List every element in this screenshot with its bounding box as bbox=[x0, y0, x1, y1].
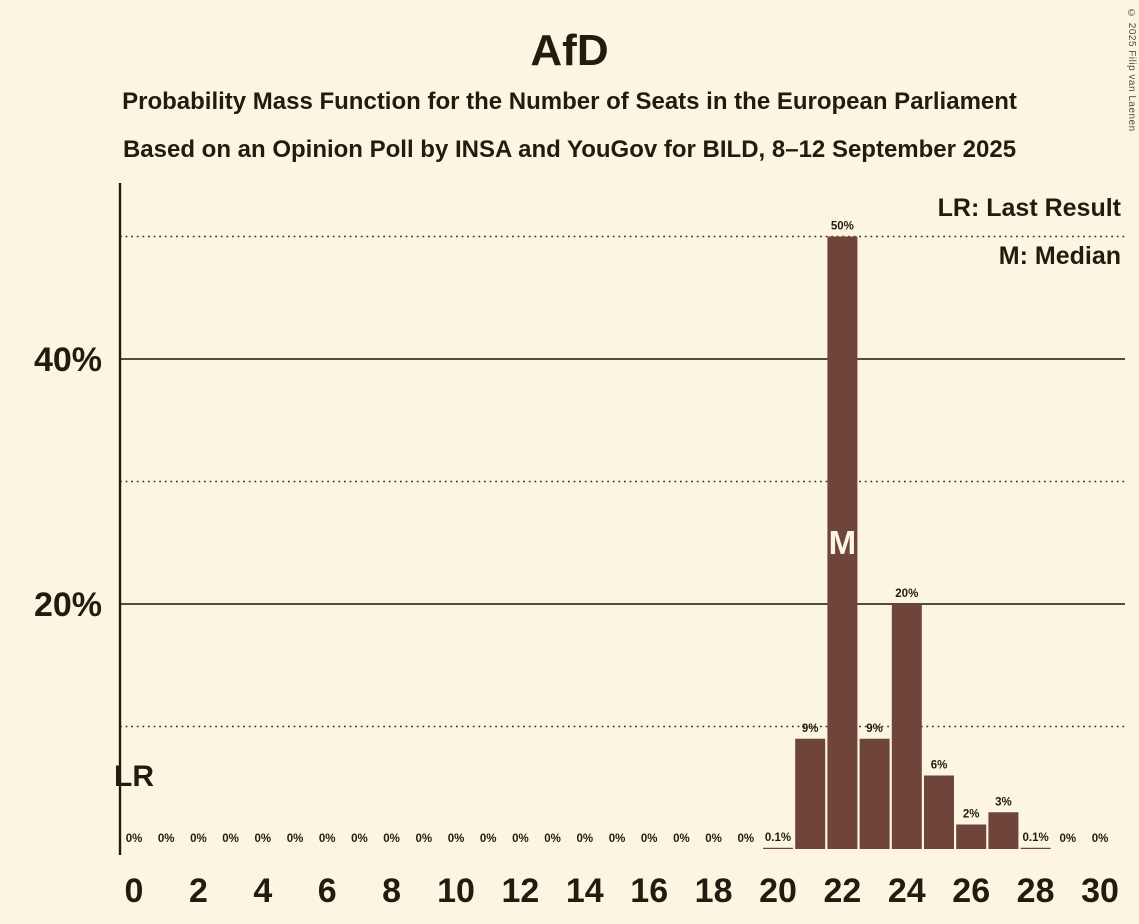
bar-seat-23 bbox=[859, 738, 890, 849]
legend-median: M: Median bbox=[998, 242, 1121, 270]
bar-label-seat-29: 0% bbox=[1059, 833, 1076, 845]
x-tick-label-26: 26 bbox=[952, 872, 990, 910]
x-tick-label-10: 10 bbox=[437, 872, 475, 910]
x-tick-label-16: 16 bbox=[630, 872, 668, 910]
x-tick-label-12: 12 bbox=[501, 872, 539, 910]
bar-label-seat-13: 0% bbox=[544, 833, 561, 845]
bar-label-seat-26: 2% bbox=[963, 809, 980, 821]
legend-last-result: LR: Last Result bbox=[937, 194, 1121, 222]
bar-label-seat-24: 20% bbox=[895, 588, 918, 600]
y-tick-label-40: 40% bbox=[34, 341, 102, 379]
bar-seat-24 bbox=[891, 604, 922, 849]
bar-label-seat-23: 9% bbox=[866, 723, 883, 735]
bar-label-seat-18: 0% bbox=[705, 833, 722, 845]
bar-label-seat-7: 0% bbox=[351, 833, 368, 845]
bar-seat-22 bbox=[827, 236, 858, 849]
x-tick-label-2: 2 bbox=[189, 872, 208, 910]
bar-label-seat-4: 0% bbox=[254, 833, 271, 845]
bar-label-seat-14: 0% bbox=[576, 833, 593, 845]
bar-label-seat-2: 0% bbox=[190, 833, 207, 845]
bar-seat-21 bbox=[795, 738, 826, 849]
x-tick-label-8: 8 bbox=[382, 872, 401, 910]
bar-label-seat-16: 0% bbox=[641, 833, 658, 845]
bar-label-seat-0: 0% bbox=[126, 833, 143, 845]
bar-label-seat-27: 3% bbox=[995, 796, 1012, 808]
x-tick-label-18: 18 bbox=[695, 872, 733, 910]
chart-legend: LR: Last Result M: Median bbox=[938, 184, 1121, 280]
chart-title: AfD bbox=[530, 26, 609, 75]
bar-label-seat-1: 0% bbox=[158, 833, 175, 845]
last-result-marker: LR bbox=[114, 760, 154, 793]
chart-subtitle-line1: Probability Mass Function for the Number… bbox=[122, 88, 1017, 115]
bar-label-seat-11: 0% bbox=[480, 833, 497, 845]
x-tick-label-22: 22 bbox=[823, 872, 861, 910]
bar-label-seat-9: 0% bbox=[415, 833, 432, 845]
bar-label-seat-30: 0% bbox=[1092, 833, 1109, 845]
bar-label-seat-15: 0% bbox=[609, 833, 626, 845]
bar-label-seat-3: 0% bbox=[222, 833, 239, 845]
bar-label-seat-21: 9% bbox=[802, 723, 819, 735]
bar-seat-28 bbox=[1020, 847, 1051, 849]
bar-label-seat-5: 0% bbox=[287, 833, 304, 845]
x-tick-label-28: 28 bbox=[1017, 872, 1055, 910]
bar-label-seat-20: 0.1% bbox=[765, 832, 791, 844]
bar-label-seat-28: 0.1% bbox=[1022, 832, 1048, 844]
x-tick-label-14: 14 bbox=[566, 872, 604, 910]
bar-label-seat-10: 0% bbox=[448, 833, 465, 845]
median-marker: M bbox=[829, 524, 857, 561]
y-tick-label-20: 20% bbox=[34, 586, 102, 624]
bar-seat-25 bbox=[924, 775, 954, 849]
bar-label-seat-19: 0% bbox=[737, 833, 754, 845]
bar-label-seat-12: 0% bbox=[512, 833, 529, 845]
chart-subtitle-line2: Based on an Opinion Poll by INSA and You… bbox=[122, 136, 1017, 163]
bar-label-seat-22: 50% bbox=[831, 221, 854, 233]
x-tick-label-6: 6 bbox=[318, 872, 337, 910]
bar-seat-20 bbox=[763, 847, 793, 849]
bar-label-seat-25: 6% bbox=[931, 760, 948, 772]
bar-label-seat-8: 0% bbox=[383, 833, 400, 845]
x-tick-label-30: 30 bbox=[1081, 872, 1119, 910]
copyright-notice: © 2025 Filip van Laenen bbox=[1126, 8, 1137, 132]
x-tick-label-20: 20 bbox=[759, 872, 797, 910]
bar-label-seat-17: 0% bbox=[673, 833, 690, 845]
x-tick-label-24: 24 bbox=[888, 872, 926, 910]
bar-seat-27 bbox=[988, 812, 1019, 849]
bar-seat-26 bbox=[956, 824, 987, 849]
bar-label-seat-6: 0% bbox=[319, 833, 336, 845]
x-tick-label-0: 0 bbox=[125, 872, 144, 910]
x-tick-label-4: 4 bbox=[253, 872, 272, 910]
